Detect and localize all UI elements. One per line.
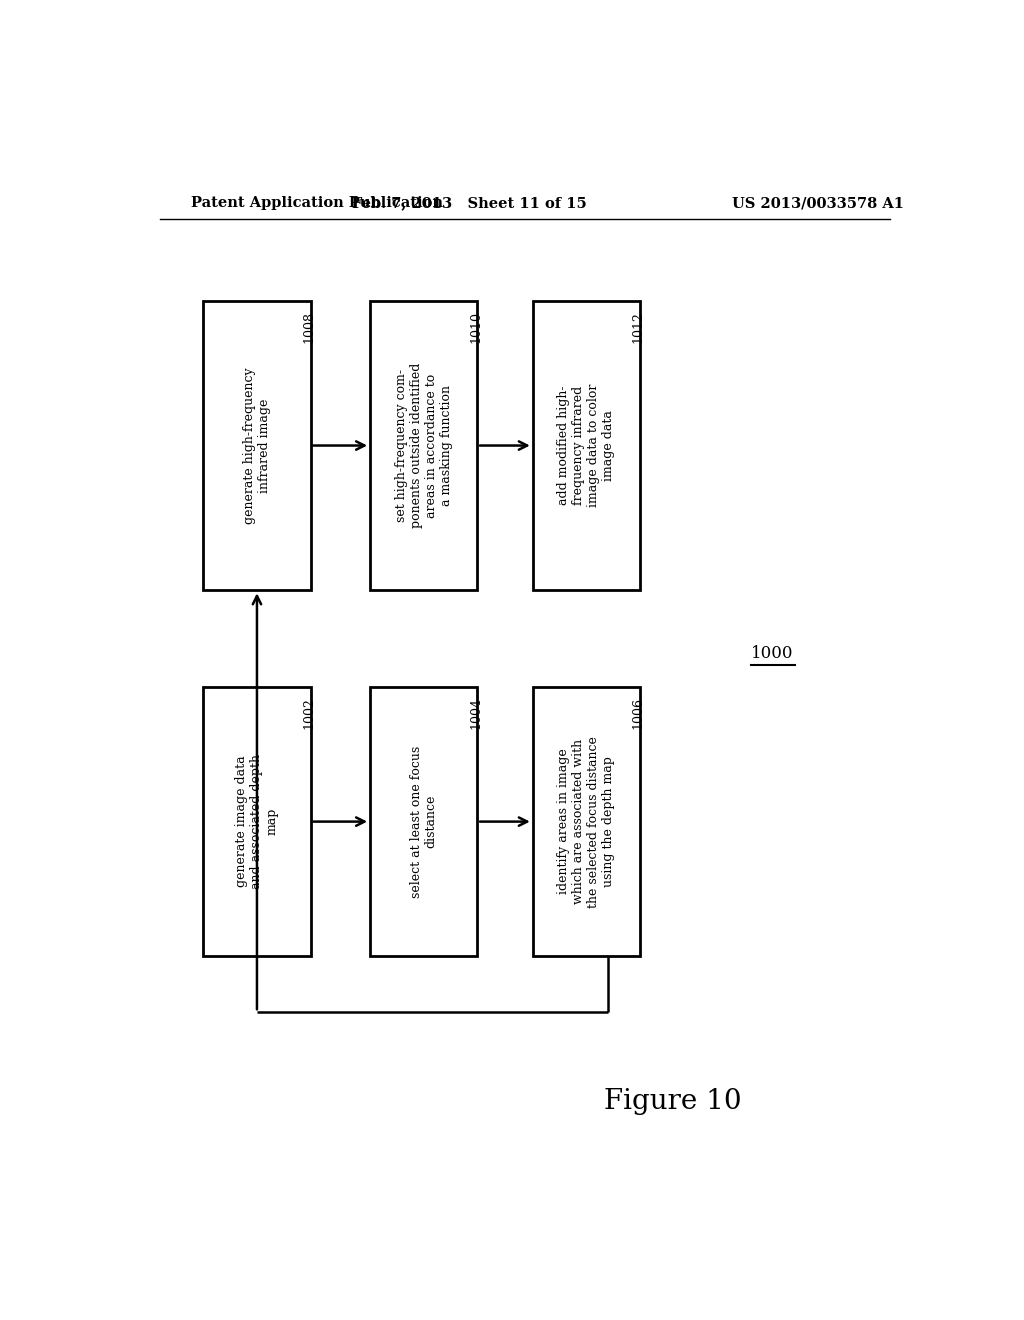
Text: 1008: 1008 xyxy=(303,312,315,343)
Text: select at least one focus
distance: select at least one focus distance xyxy=(410,746,437,898)
Text: 1012: 1012 xyxy=(632,312,645,343)
Text: set high-frequency com-
ponents outside identified
areas in accordance to
a mask: set high-frequency com- ponents outside … xyxy=(394,363,453,528)
Bar xyxy=(370,686,477,956)
Text: generate image data
and associated depth
map: generate image data and associated depth… xyxy=(236,754,279,890)
Text: 1002: 1002 xyxy=(303,697,315,729)
Bar xyxy=(370,301,477,590)
Bar xyxy=(204,686,310,956)
Bar xyxy=(532,686,640,956)
Text: identify areas in image
which are associated with
the selected focus distance
us: identify areas in image which are associ… xyxy=(557,735,615,908)
Bar xyxy=(532,301,640,590)
Text: add modified high-
frequency infrared
image data to color
image data: add modified high- frequency infrared im… xyxy=(557,384,615,507)
Text: 1004: 1004 xyxy=(469,697,482,729)
Text: US 2013/0033578 A1: US 2013/0033578 A1 xyxy=(732,197,904,210)
Text: 1000: 1000 xyxy=(751,644,794,661)
Text: 1010: 1010 xyxy=(469,312,482,343)
Text: generate high-frequency
infrared image: generate high-frequency infrared image xyxy=(243,367,271,524)
Text: Feb. 7, 2013   Sheet 11 of 15: Feb. 7, 2013 Sheet 11 of 15 xyxy=(352,197,587,210)
Text: 1006: 1006 xyxy=(632,697,645,729)
Bar xyxy=(204,301,310,590)
Text: Figure 10: Figure 10 xyxy=(604,1088,741,1115)
Text: Patent Application Publication: Patent Application Publication xyxy=(191,197,443,210)
